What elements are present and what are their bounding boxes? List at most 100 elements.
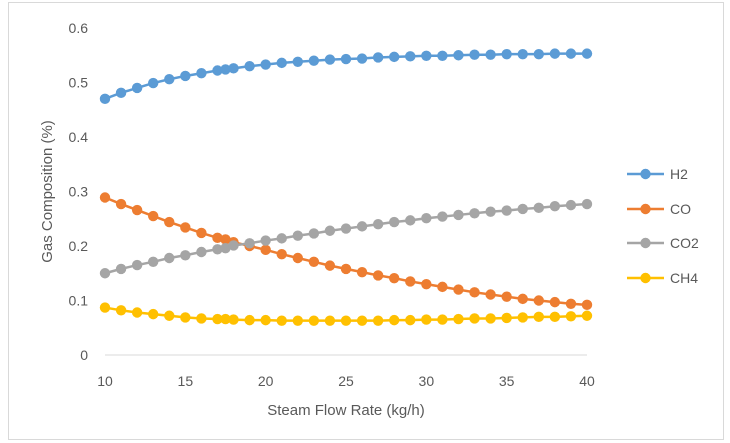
legend-swatch-marker <box>640 203 651 215</box>
data-point <box>372 315 384 326</box>
data-point <box>340 53 352 65</box>
data-point <box>276 315 287 326</box>
data-point <box>405 276 416 287</box>
data-point <box>533 48 544 60</box>
data-point <box>196 68 207 79</box>
data-point <box>220 313 231 325</box>
data-point <box>437 281 448 293</box>
data-point <box>196 227 207 239</box>
data-point <box>244 60 255 72</box>
data-point <box>517 312 528 323</box>
data-point <box>212 313 223 325</box>
data-point <box>148 256 159 268</box>
series-ch4 <box>99 302 593 326</box>
y-tick-label: 0 <box>80 347 88 363</box>
y-axis-ticks: 0 0.1 0.2 0.3 0.4 0.5 0.6 <box>69 20 89 363</box>
data-point <box>308 315 320 326</box>
data-point <box>276 248 287 260</box>
data-point <box>581 310 593 321</box>
data-point <box>437 211 448 222</box>
data-point <box>565 298 577 309</box>
x-tick-label: 10 <box>97 373 113 389</box>
data-point <box>115 87 127 99</box>
data-point <box>164 74 175 85</box>
y-tick-label: 0.6 <box>69 20 89 36</box>
data-point <box>565 311 577 322</box>
data-point <box>212 232 223 244</box>
x-tick-label: 15 <box>178 373 194 389</box>
data-point <box>405 215 416 226</box>
legend-label: CO <box>670 201 691 217</box>
data-point <box>324 260 336 271</box>
data-point <box>549 296 561 308</box>
series-h2 <box>99 48 593 105</box>
data-point <box>220 64 231 75</box>
data-point <box>565 48 577 59</box>
data-point <box>115 263 127 275</box>
data-point <box>453 313 464 325</box>
x-tick-label: 20 <box>258 373 274 389</box>
data-point <box>533 295 544 306</box>
data-point <box>389 314 400 326</box>
data-point <box>148 210 159 222</box>
data-point <box>308 256 320 268</box>
data-point <box>581 198 593 210</box>
data-point <box>99 192 111 203</box>
data-point <box>485 49 496 60</box>
data-point <box>180 222 191 233</box>
data-point <box>212 244 223 255</box>
data-point <box>196 246 207 258</box>
series-co <box>99 192 593 311</box>
data-point <box>324 225 336 236</box>
data-point <box>469 287 480 298</box>
data-point <box>581 299 593 311</box>
legend-item-h2: H2 <box>627 166 688 182</box>
series-line <box>104 202 588 275</box>
legend-label: CO2 <box>670 235 699 251</box>
legend: H2 CO CO2 CH4 <box>627 166 699 286</box>
data-point <box>389 272 400 284</box>
data-point <box>356 266 368 278</box>
data-point <box>453 50 464 61</box>
data-point <box>356 315 368 326</box>
data-point <box>372 219 384 230</box>
data-point <box>324 54 336 65</box>
data-point <box>131 259 143 271</box>
data-point <box>533 202 544 214</box>
data-point <box>501 312 512 324</box>
data-point <box>405 51 416 62</box>
data-point <box>260 314 271 326</box>
chart-frame <box>8 2 724 440</box>
series-line <box>104 196 588 307</box>
x-tick-label: 25 <box>338 373 354 389</box>
data-point <box>115 305 127 316</box>
data-point <box>421 314 432 325</box>
y-tick-label: 0.4 <box>69 129 89 145</box>
data-point <box>292 315 303 326</box>
legend-swatch-marker <box>640 272 651 284</box>
data-point <box>260 235 271 246</box>
data-point <box>549 311 561 323</box>
data-point <box>549 201 561 212</box>
data-point <box>565 199 577 211</box>
legend-item-co2: CO2 <box>627 235 699 251</box>
data-point <box>437 50 448 61</box>
data-point <box>517 293 528 305</box>
data-point <box>180 250 191 261</box>
data-point <box>517 48 528 60</box>
data-point <box>131 204 143 216</box>
data-point <box>115 198 127 210</box>
data-point <box>220 242 231 254</box>
data-point <box>340 263 352 275</box>
data-point <box>244 238 255 249</box>
data-point <box>292 230 303 241</box>
data-point <box>220 234 231 245</box>
data-point <box>99 268 111 279</box>
data-point <box>453 209 464 221</box>
x-tick-label: 35 <box>499 373 515 389</box>
data-point <box>485 289 496 300</box>
data-point <box>389 216 400 228</box>
data-point <box>276 57 287 69</box>
data-point <box>131 82 143 94</box>
